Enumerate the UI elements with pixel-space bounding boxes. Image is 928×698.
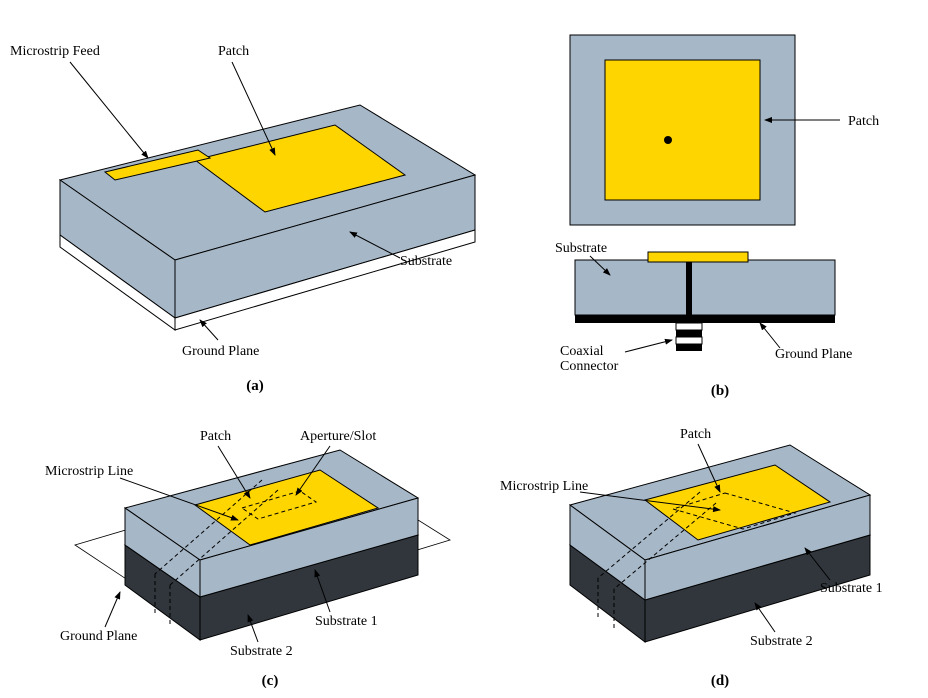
b-label-coax1: Coaxial: [560, 344, 604, 359]
a-label-microstrip-feed: Microstrip Feed: [10, 44, 100, 59]
a-arrow-microstrip-feed: [70, 62, 148, 158]
b-label-coax2: Connector: [560, 359, 619, 374]
a-label-ground: Ground Plane: [182, 344, 259, 359]
b-arrow-coax: [625, 340, 672, 352]
b-side-view: Substrate Ground Plane Coaxial Connector: [555, 241, 852, 374]
d-label-microstrip: Microstrip Line: [500, 479, 588, 494]
subfigure-c: Patch Aperture/Slot Microstrip Line Grou…: [45, 429, 450, 689]
c-label-sub2: Substrate 2: [230, 644, 293, 659]
b-label-patch: Patch: [848, 114, 879, 129]
a-arrow-ground: [200, 320, 218, 340]
caption-b: (b): [711, 383, 729, 399]
c-label-ground: Ground Plane: [60, 629, 137, 644]
subfigure-a: Microstrip Feed Patch Substrate Ground P…: [10, 44, 475, 394]
c-label-sub1: Substrate 1: [315, 614, 378, 629]
a-label-patch: Patch: [218, 44, 249, 59]
b-arrow-ground: [760, 323, 780, 348]
antenna-feed-figure: Microstrip Feed Patch Substrate Ground P…: [0, 0, 928, 693]
b-side-patch: [648, 252, 748, 262]
b-side-probe: [686, 262, 692, 322]
subfigure-d: Patch Microstrip Line Substrate 1 Substr…: [500, 427, 883, 689]
d-label-patch: Patch: [680, 427, 711, 442]
b-side-substrate: [575, 260, 835, 315]
c-label-patch: Patch: [200, 429, 231, 444]
b-side-ground: [575, 315, 835, 323]
d-arrow-sub2: [755, 603, 775, 632]
b-connector-3: [676, 337, 702, 344]
b-label-ground: Ground Plane: [775, 347, 852, 362]
d-label-sub1: Substrate 1: [820, 581, 883, 596]
caption-a: (a): [246, 378, 264, 394]
b-connector-1: [676, 323, 702, 330]
c-arrow-ground: [105, 592, 120, 627]
b-feed-point: [664, 136, 672, 144]
d-label-sub2: Substrate 2: [750, 634, 813, 649]
caption-d: (d): [711, 673, 729, 689]
b-label-substrate: Substrate: [555, 241, 607, 256]
a-label-substrate: Substrate: [400, 254, 452, 269]
c-label-microstrip: Microstrip Line: [45, 464, 133, 479]
c-label-aperture: Aperture/Slot: [300, 429, 376, 444]
b-top-patch: [605, 60, 760, 200]
b-connector-2: [676, 330, 702, 337]
b-connector-4: [676, 344, 702, 351]
subfigure-b: Patch Substrate Ground Plane Coaxial Con…: [555, 35, 879, 399]
caption-c: (c): [262, 673, 279, 689]
